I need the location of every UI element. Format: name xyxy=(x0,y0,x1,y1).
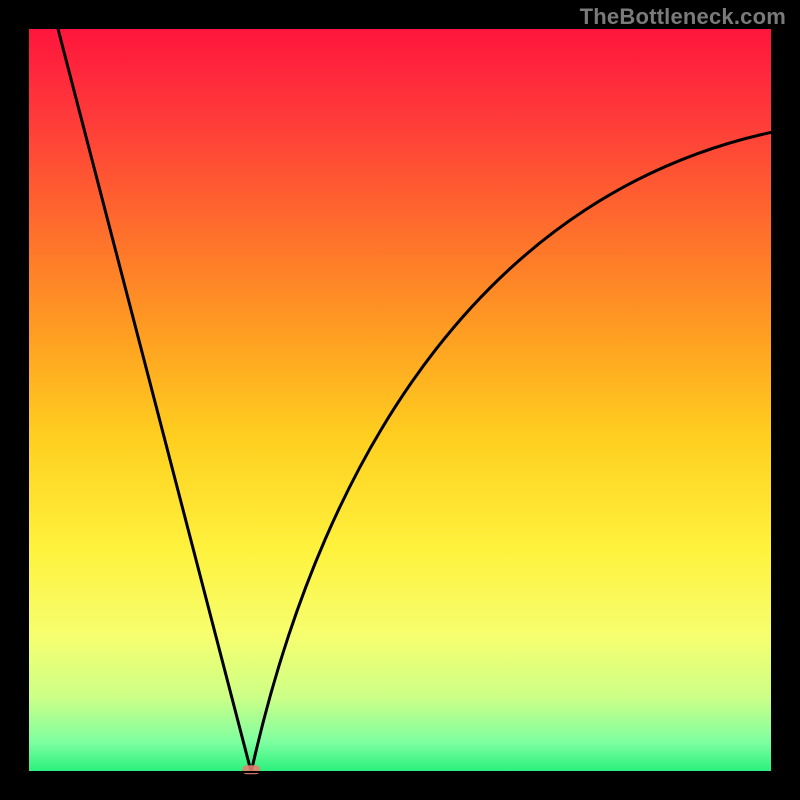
bottleneck-chart xyxy=(0,0,800,800)
site-watermark: TheBottleneck.com xyxy=(580,4,786,30)
chart-container: TheBottleneck.com xyxy=(0,0,800,800)
